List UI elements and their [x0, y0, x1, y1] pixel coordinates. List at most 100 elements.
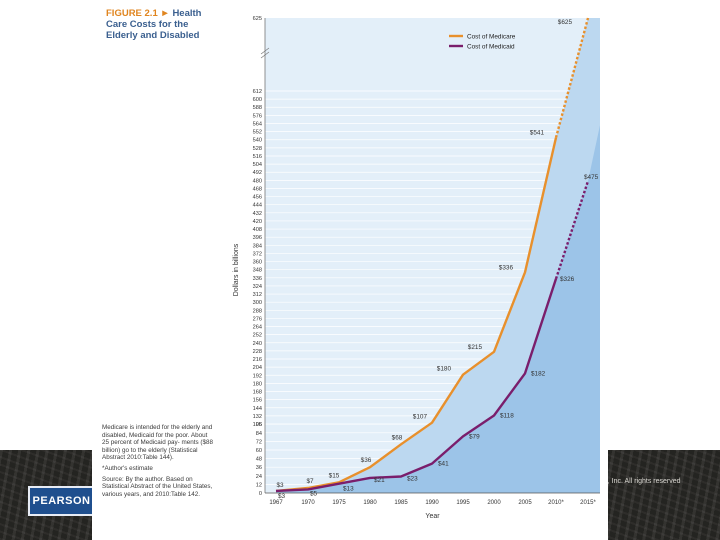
y-tick-label: 48	[256, 457, 262, 463]
y-tick-label: 84	[256, 431, 262, 437]
medicaid-data-label: $326	[560, 276, 575, 283]
y-tick-label: 396	[253, 235, 262, 241]
y-tick-label: 420	[253, 219, 262, 225]
medicaid-data-label: $13	[343, 486, 354, 493]
y-tick-label: 480	[253, 178, 262, 184]
figure-note: *Author's estimate	[102, 464, 153, 472]
medicare-data-label: $68	[392, 434, 403, 441]
figure-title: Health Care Costs for the Elderly and Di…	[106, 8, 202, 41]
y-tick-label: 192	[253, 373, 262, 379]
medicare-data-label: $15	[329, 472, 340, 479]
y-tick-label: 228	[253, 349, 262, 355]
y-tick-label: 588	[253, 105, 262, 111]
figure-note: Source: By the author. Based on Statisti…	[102, 475, 213, 498]
y-tick-label: 612	[253, 89, 262, 95]
y-tick-label: 72	[256, 439, 262, 445]
axis-break-icon	[260, 47, 270, 59]
medicaid-line	[275, 278, 558, 493]
x-tick-label: 2005	[518, 500, 532, 506]
y-tick-label: 180	[253, 381, 262, 387]
y-axis-title: Dollars in billions	[233, 243, 240, 296]
medicaid-area	[276, 125, 600, 493]
x-tick-label: 1975	[332, 500, 346, 506]
figure-caption: FIGURE 2.1 ► Health Care Costs for the E…	[106, 8, 216, 41]
y-tick-label: 348	[253, 268, 262, 274]
y-tick-label: 168	[253, 390, 262, 396]
x-tick-label: 2000	[487, 500, 501, 506]
y-tick-label: 60	[256, 448, 262, 454]
y-tick-label: 625	[253, 16, 262, 22]
figure-note: Medicare is intended for the elderly and…	[102, 424, 213, 462]
y-tick-label: 576	[253, 113, 262, 119]
y-tick-label: 132	[253, 414, 262, 420]
medicaid-data-label: $41	[438, 461, 449, 468]
x-tick-label: 1995	[456, 500, 470, 506]
y-tick-label: 300	[253, 300, 262, 306]
medicaid-data-label: $23	[407, 476, 418, 483]
figure-notes: Medicare is intended for the elderly and…	[102, 424, 214, 501]
y-tick-label: 0	[259, 491, 262, 497]
y-tick-label: 456	[253, 195, 262, 201]
y-tick-label: 276	[253, 316, 262, 322]
medicare-data-label: $215	[468, 344, 483, 351]
y-tick-label: 240	[253, 341, 262, 347]
y-tick-label: 288	[253, 308, 262, 314]
y-tick-label: 252	[253, 333, 262, 339]
y-tick-label: 156	[253, 398, 262, 404]
medicare-line	[275, 137, 558, 493]
x-tick-label: 1967	[269, 500, 283, 506]
medicare-data-label: $107	[413, 414, 428, 421]
y-tick-label: 105	[253, 422, 262, 428]
medicare-data-label: $36	[361, 457, 372, 464]
y-tick-label: 384	[253, 243, 262, 249]
y-tick-label: 552	[253, 130, 262, 136]
y-tick-label: 468	[253, 186, 262, 192]
medicaid-data-label: $475	[584, 174, 599, 181]
y-tick-label: 408	[253, 227, 262, 233]
y-tick-label: 564	[253, 121, 262, 127]
caption-arrow-icon: ►	[160, 8, 170, 19]
y-tick-label: 312	[253, 292, 262, 298]
y-tick-label: 144	[253, 406, 262, 412]
y-tick-label: 36	[256, 465, 262, 471]
y-tick-label: 372	[253, 251, 262, 257]
medicaid-data-label: $182	[531, 370, 546, 377]
y-tick-label: 24	[256, 474, 262, 480]
y-tick-label: 336	[253, 276, 262, 282]
y-tick-label: 516	[253, 154, 262, 160]
x-tick-label: 2010*	[548, 500, 564, 506]
medicare-data-label: $180	[437, 366, 452, 373]
medicare-data-label: $3	[276, 482, 284, 489]
medicaid-data-label: $3	[278, 493, 286, 500]
medicaid-data-label: $21	[374, 477, 385, 484]
y-tick-label: 204	[253, 365, 262, 371]
x-tick-label: 1980	[363, 500, 377, 506]
legend-entry: Cost of Medicare	[467, 34, 516, 41]
x-tick-label: 1990	[425, 500, 439, 506]
y-tick-label: 12	[256, 482, 262, 488]
medicaid-data-label: $79	[469, 433, 480, 440]
medicare-data-label: $7	[306, 478, 314, 485]
y-tick-label: 216	[253, 357, 262, 363]
x-axis-title: Year	[425, 513, 440, 520]
medicare-data-label: $625	[558, 19, 573, 26]
medicaid-data-label: $5	[310, 490, 318, 497]
medicaid-data-label: $118	[500, 412, 514, 419]
pearson-logo: PEARSON	[28, 486, 95, 516]
figure-label: FIGURE 2.1	[106, 8, 158, 19]
y-tick-label: 504	[253, 162, 262, 168]
y-tick-label: 600	[253, 97, 262, 103]
y-tick-label: 96	[256, 422, 262, 428]
medicare-data-label: $336	[499, 264, 514, 271]
y-tick-label: 432	[253, 211, 262, 217]
y-tick-label: 492	[253, 170, 262, 176]
x-tick-label: 1970	[301, 500, 315, 506]
medicare-data-label: $541	[530, 130, 545, 137]
y-tick-label: 540	[253, 138, 262, 144]
medicare-area	[276, 18, 600, 493]
x-tick-label: 1985	[394, 500, 408, 506]
y-tick-label: 528	[253, 146, 262, 152]
y-tick-label: 444	[253, 203, 262, 209]
copyright-text: on, Inc. All rights reserved	[600, 478, 681, 485]
